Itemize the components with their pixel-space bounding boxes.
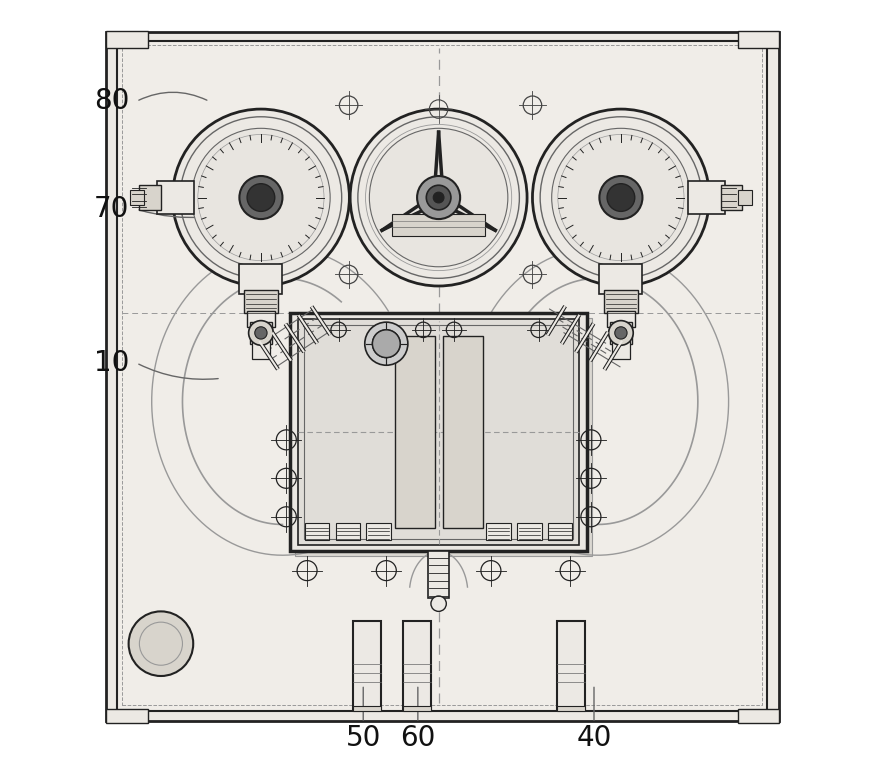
- Bar: [106, 709, 147, 723]
- Bar: [557, 621, 585, 709]
- Circle shape: [372, 330, 400, 357]
- Bar: [610, 322, 631, 344]
- Bar: [290, 313, 587, 551]
- Circle shape: [533, 109, 710, 286]
- Bar: [557, 706, 585, 710]
- Circle shape: [431, 596, 447, 611]
- Bar: [123, 46, 763, 706]
- Circle shape: [240, 176, 282, 219]
- Bar: [607, 311, 635, 327]
- Text: 80: 80: [94, 87, 130, 115]
- Bar: [403, 621, 431, 709]
- Circle shape: [247, 184, 274, 212]
- Bar: [139, 185, 161, 210]
- Circle shape: [433, 192, 444, 203]
- Bar: [117, 42, 767, 710]
- Bar: [250, 322, 272, 344]
- Bar: [157, 181, 194, 215]
- Bar: [394, 336, 434, 528]
- Text: 40: 40: [576, 724, 612, 752]
- Bar: [367, 523, 391, 540]
- Circle shape: [369, 128, 508, 267]
- Bar: [305, 523, 329, 540]
- Circle shape: [192, 128, 330, 267]
- Bar: [442, 336, 482, 528]
- Circle shape: [255, 327, 267, 339]
- Bar: [688, 181, 725, 215]
- Bar: [240, 265, 282, 293]
- Bar: [721, 185, 742, 210]
- Bar: [612, 340, 630, 359]
- Circle shape: [426, 185, 451, 210]
- Bar: [295, 317, 591, 556]
- Bar: [247, 311, 274, 327]
- Bar: [251, 340, 270, 359]
- Bar: [604, 290, 638, 313]
- Circle shape: [607, 184, 635, 212]
- Text: 60: 60: [400, 724, 435, 752]
- Text: 50: 50: [345, 724, 381, 752]
- Text: 70: 70: [94, 195, 130, 223]
- Circle shape: [350, 109, 527, 286]
- Bar: [244, 290, 278, 313]
- Bar: [131, 190, 144, 205]
- Bar: [428, 551, 449, 598]
- Bar: [336, 523, 361, 540]
- Bar: [599, 265, 642, 293]
- Circle shape: [365, 322, 408, 365]
- Circle shape: [599, 176, 642, 219]
- Bar: [738, 31, 779, 48]
- Bar: [738, 709, 779, 723]
- Circle shape: [608, 320, 633, 345]
- Bar: [403, 706, 431, 710]
- Bar: [392, 215, 485, 236]
- Bar: [106, 31, 147, 48]
- Circle shape: [614, 327, 627, 339]
- Circle shape: [172, 109, 349, 286]
- Bar: [548, 523, 573, 540]
- Circle shape: [249, 320, 274, 345]
- Bar: [487, 523, 511, 540]
- Bar: [297, 319, 579, 545]
- Text: 10: 10: [94, 349, 130, 377]
- Bar: [106, 32, 779, 720]
- Circle shape: [129, 611, 194, 676]
- Bar: [738, 190, 751, 205]
- Bar: [304, 325, 574, 539]
- Bar: [353, 621, 381, 709]
- Bar: [353, 706, 381, 710]
- Circle shape: [551, 128, 690, 267]
- Circle shape: [417, 176, 460, 219]
- Bar: [517, 523, 542, 540]
